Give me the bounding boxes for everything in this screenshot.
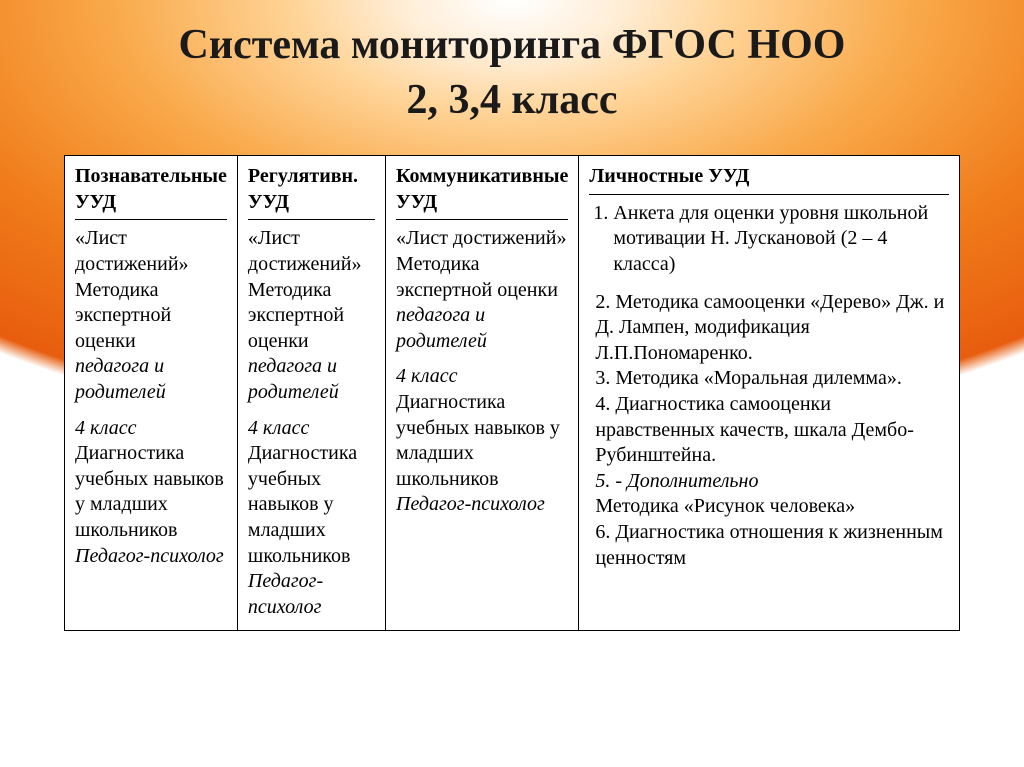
- diag-text: Диагностика учебных навыков у младших шк…: [75, 441, 227, 543]
- list-item: 4. Диагностика самооценки нравственных к…: [589, 392, 949, 469]
- col-header: Познавательные УУД: [75, 164, 227, 215]
- diag-text: Диагностика учебных навыков у младших шк…: [248, 441, 375, 569]
- title-line-1: Система мониторинга ФГОС НОО: [0, 18, 1024, 73]
- diag-who: Педагог-психолог: [396, 492, 568, 518]
- table-container: Познавательные УУД «Лист достижений» Мет…: [64, 155, 960, 631]
- diag-who: Педагог-психолог: [75, 544, 227, 570]
- col-regulatory: Регулятивн. УУД «Лист достижений» Методи…: [237, 156, 385, 631]
- diag-who: Педагог-психолог: [248, 569, 375, 620]
- body-who: педагога и родителей: [248, 354, 375, 405]
- col-cognitive: Познавательные УУД «Лист достижений» Мет…: [65, 156, 238, 631]
- col-communicative: Коммуникативные УУД «Лист достижений» Ме…: [386, 156, 579, 631]
- divider: [75, 219, 227, 220]
- body-quote: «Лист достижений»: [248, 226, 375, 277]
- slide-title: Система мониторинга ФГОС НОО 2, 3,4 клас…: [0, 0, 1024, 127]
- class-label: 4 класс: [248, 416, 375, 442]
- list-item: 5. - Дополнительно: [589, 469, 949, 495]
- class-label: 4 класс: [75, 416, 227, 442]
- diag-text: Диагностика учебных навыков у младших шк…: [396, 390, 568, 492]
- col-header: Коммуникативные УУД: [396, 164, 568, 215]
- list-item: 6. Диагностика отношения к жизненным цен…: [589, 520, 949, 571]
- body-who: педагога и родителей: [75, 354, 227, 405]
- divider: [396, 219, 568, 220]
- list-item: 2. Методика самооценки «Дерево» Дж. и Д.…: [589, 290, 949, 367]
- divider: [589, 194, 949, 195]
- list-item: Методика «Рисунок человека»: [589, 494, 949, 520]
- class-label: 4 класс: [396, 364, 568, 390]
- body-method: Методика экспертной оценки: [75, 278, 227, 355]
- title-line-2: 2, 3,4 класс: [0, 73, 1024, 128]
- body-quote: «Лист достижений»: [75, 226, 227, 277]
- divider: [248, 219, 375, 220]
- list-item: Анкета для оценки уровня школьной мотива…: [613, 201, 949, 278]
- body-who: педагога и родителей: [396, 303, 568, 354]
- list-item: 3. Методика «Моральная дилемма».: [589, 366, 949, 392]
- col-header: Личностные УУД: [589, 164, 949, 190]
- table-row: Познавательные УУД «Лист достижений» Мет…: [65, 156, 960, 631]
- col-personal: Личностные УУД Анкета для оценки уровня …: [579, 156, 960, 631]
- monitoring-table: Познавательные УУД «Лист достижений» Мет…: [64, 155, 960, 631]
- body-quote: «Лист достижений»: [396, 226, 568, 252]
- body-method: Методика экспертной оценки: [396, 252, 568, 303]
- col-header: Регулятивн. УУД: [248, 164, 375, 215]
- body-method: Методика экспертной оценки: [248, 278, 375, 355]
- list-numbered: Анкета для оценки уровня школьной мотива…: [589, 201, 949, 278]
